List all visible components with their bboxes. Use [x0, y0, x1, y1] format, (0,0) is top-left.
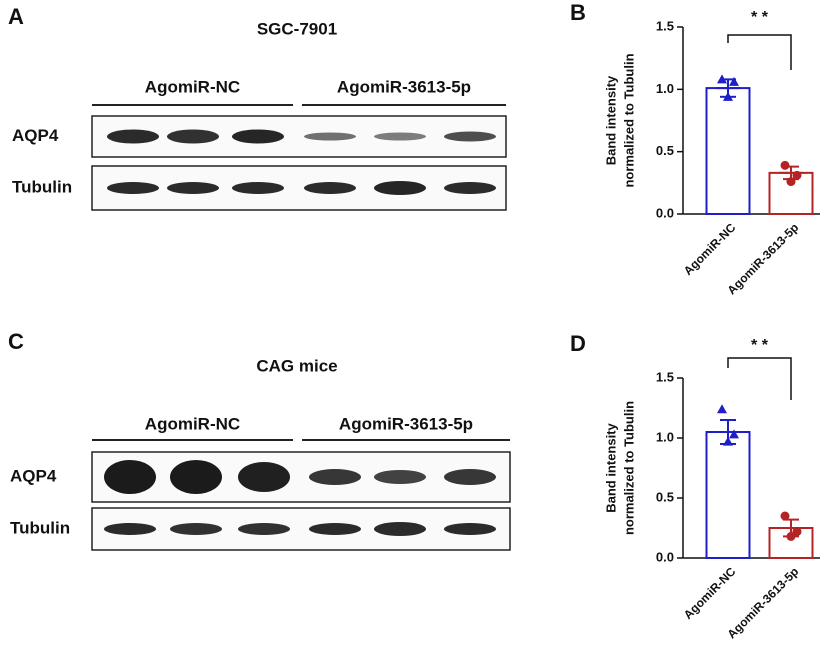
y-tick-label: 0.0	[656, 205, 674, 220]
blot-title: SGC-7901	[257, 19, 337, 38]
y-axis-label: normalized to Tubulin	[621, 401, 636, 535]
group-label: AgomiR-3613-5p	[339, 414, 473, 433]
band	[444, 182, 496, 194]
y-tick-label: 0.0	[656, 549, 674, 564]
band	[444, 131, 496, 142]
band	[232, 182, 284, 194]
band	[444, 523, 496, 535]
data-point	[717, 404, 727, 414]
band	[167, 182, 219, 194]
panel-label: B	[570, 0, 586, 25]
data-point	[780, 160, 790, 170]
y-tick-label: 1.5	[656, 369, 674, 384]
bar	[705, 431, 751, 559]
band	[104, 460, 156, 494]
panel-label: D	[570, 331, 586, 356]
blot-box	[91, 165, 507, 211]
y-tick-label: 1.0	[656, 429, 674, 444]
significance-bracket	[727, 357, 792, 400]
band	[444, 469, 496, 485]
x-tick-label: AgomiR-NC	[681, 220, 739, 278]
band	[374, 470, 426, 484]
data-point	[786, 531, 796, 541]
band	[304, 182, 356, 194]
data-point	[780, 511, 790, 521]
band	[232, 129, 284, 144]
data-point	[729, 76, 739, 86]
y-tick-label: 1.0	[656, 81, 674, 96]
data-point	[723, 436, 733, 446]
band	[238, 523, 290, 535]
band	[374, 132, 426, 141]
y-tick-label: 0.5	[656, 489, 674, 504]
group-label: AgomiR-NC	[145, 414, 240, 433]
significance-bracket	[727, 34, 792, 70]
x-tick-label: AgomiR-NC	[681, 564, 739, 622]
band	[374, 522, 426, 536]
data-point	[717, 74, 727, 84]
band	[107, 129, 159, 144]
y-tick-label: 0.5	[656, 143, 674, 158]
band	[107, 182, 159, 194]
group-label: AgomiR-3613-5p	[337, 77, 471, 96]
group-label: AgomiR-NC	[145, 77, 240, 96]
band	[309, 523, 361, 535]
y-tick-label: 1.5	[656, 18, 674, 33]
row-label: AQP4	[10, 466, 57, 485]
data-point	[786, 177, 796, 187]
data-point	[723, 91, 733, 101]
blot-box	[91, 451, 511, 503]
blot-box	[91, 507, 511, 551]
band	[170, 460, 222, 494]
band	[304, 132, 356, 141]
blot-box	[91, 115, 507, 158]
row-label: AQP4	[12, 126, 59, 145]
band	[309, 469, 361, 485]
blot-title: CAG mice	[256, 356, 337, 375]
band	[167, 129, 219, 144]
y-axis-label: Band intensity	[603, 422, 618, 512]
band	[238, 462, 290, 492]
data-point	[792, 170, 802, 180]
row-label: Tubulin	[10, 518, 70, 537]
panel-label: A	[8, 4, 24, 29]
panel-label: C	[8, 329, 24, 354]
band	[170, 523, 222, 535]
band	[104, 523, 156, 535]
significance-label: * *	[751, 337, 769, 354]
y-axis-label: normalized to Tubulin	[621, 53, 636, 187]
y-axis-label: Band intensity	[603, 75, 618, 165]
data-point	[729, 429, 739, 439]
band	[374, 181, 426, 195]
data-point	[792, 527, 802, 537]
row-label: Tubulin	[12, 177, 72, 196]
bar	[705, 87, 751, 215]
significance-label: * *	[751, 9, 769, 26]
